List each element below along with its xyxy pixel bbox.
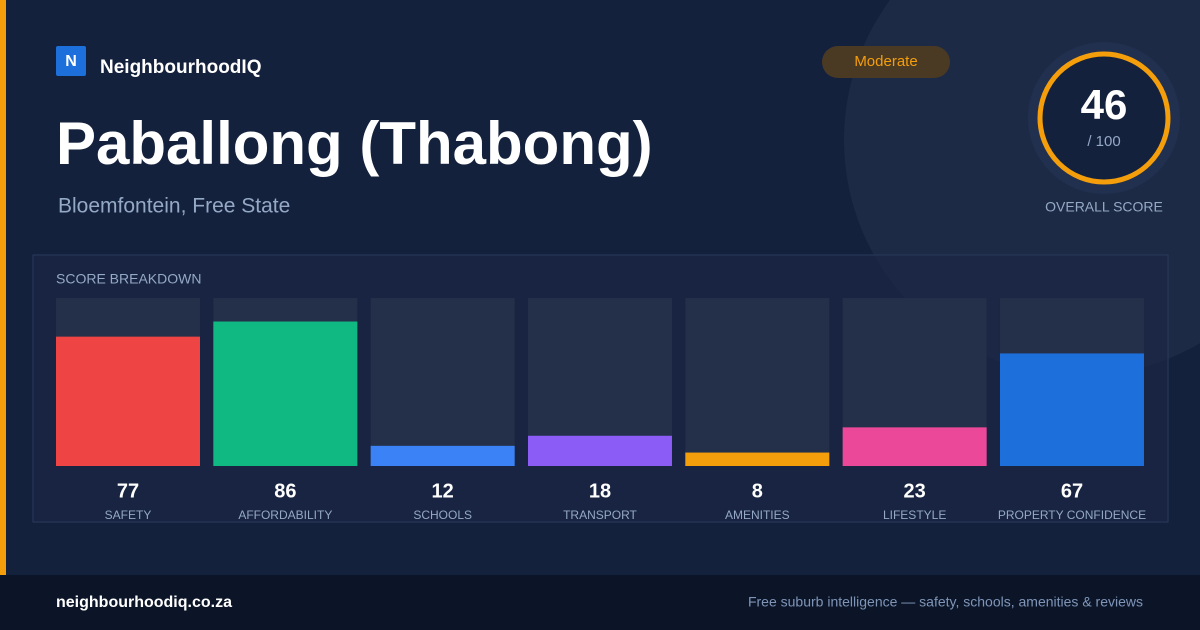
value-label: 23 [904, 480, 926, 502]
value-label: 86 [274, 480, 296, 502]
score-ring [1037, 51, 1171, 185]
subtitle: Bloemfontein, Free State [58, 195, 290, 218]
category-label: AFFORDABILITY [238, 508, 332, 522]
logo [56, 46, 86, 76]
bar [685, 452, 830, 466]
bar-track [685, 298, 830, 466]
bar [370, 445, 515, 466]
value-label: 12 [432, 480, 454, 502]
score-out-of: / 100 [1087, 133, 1120, 150]
badge [822, 46, 950, 78]
bar-chart: 77 SAFETY 86 AFFORDABILITY 12 SCHOOLS 18 TRANSP… [56, 298, 1146, 522]
footer-site: neighbourhoodiq.co.za [56, 594, 232, 611]
category-label: SCHOOLS [413, 508, 472, 522]
bar [527, 435, 672, 466]
bar [999, 353, 1144, 466]
footer-tagline: Free suburb intelligence — safety, schoo… [748, 594, 1143, 610]
category-label: TRANSPORT [563, 508, 637, 522]
score-value: 46 [1081, 81, 1128, 128]
bar [56, 336, 200, 466]
category-label: LIFESTYLE [883, 508, 946, 522]
value-label: 8 [752, 480, 763, 502]
bar [842, 427, 987, 466]
accent-stripe [0, 0, 6, 575]
category-label: SAFETY [105, 508, 152, 522]
badge-text: Moderate [854, 53, 917, 70]
category-label: AMENITIES [725, 508, 790, 522]
value-label: 67 [1061, 480, 1083, 502]
value-label: 18 [589, 480, 611, 502]
page-title: Paballong (Thabong) [56, 110, 653, 177]
brand-name: NeighbourhoodIQ [100, 57, 261, 78]
footer [0, 575, 1200, 630]
bar-track [370, 298, 515, 466]
category-label: PROPERTY CONFIDENCE [998, 508, 1146, 522]
value-label: 77 [117, 480, 139, 502]
logo-letter: N [65, 53, 77, 70]
score-label: OVERALL SCORE [1045, 199, 1163, 215]
bar [213, 321, 358, 466]
chart-title: SCORE BREAKDOWN [56, 271, 201, 287]
